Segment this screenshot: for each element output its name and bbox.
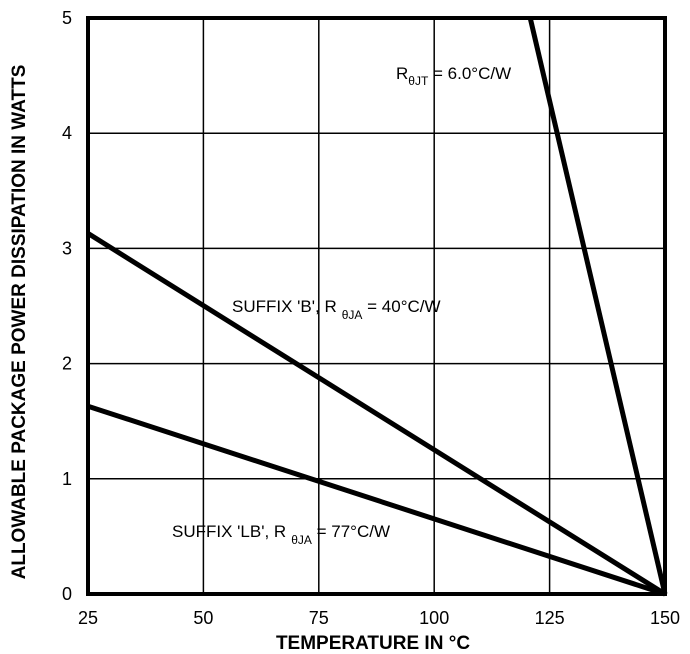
y-tick-label-2: 2: [62, 354, 72, 374]
y-tick-label-5: 5: [62, 8, 72, 28]
y-tick-label-3: 3: [62, 238, 72, 258]
series-lines: [86, 17, 668, 597]
y-tick-label-1: 1: [62, 469, 72, 489]
x-tick-label-1: 50: [193, 608, 213, 628]
series-line-1: [86, 231, 667, 597]
x-tick-label-5: 150: [650, 608, 680, 628]
y-tick-label-4: 4: [62, 123, 72, 143]
x-tick-label-2: 75: [309, 608, 329, 628]
annotation-rjt: RθJT = 6.0°C/W: [396, 64, 511, 88]
x-axis-title: TEMPERATURE IN °C: [276, 633, 470, 654]
y-tick-labels: 0 1 2 3 4 5: [62, 8, 72, 604]
plot-frame: [86, 16, 667, 596]
y-tick-label-0: 0: [62, 584, 72, 604]
series-line-0: [527, 17, 668, 595]
series-line-2: [87, 403, 666, 597]
y-axis-title: ALLOWABLE PACKAGE POWER DISSIPATION IN W…: [9, 65, 30, 580]
x-tick-label-3: 100: [419, 608, 449, 628]
x-tick-label-4: 125: [535, 608, 565, 628]
x-tick-labels: 25 50 75 100 125 150: [78, 608, 680, 628]
x-tick-label-0: 25: [78, 608, 98, 628]
